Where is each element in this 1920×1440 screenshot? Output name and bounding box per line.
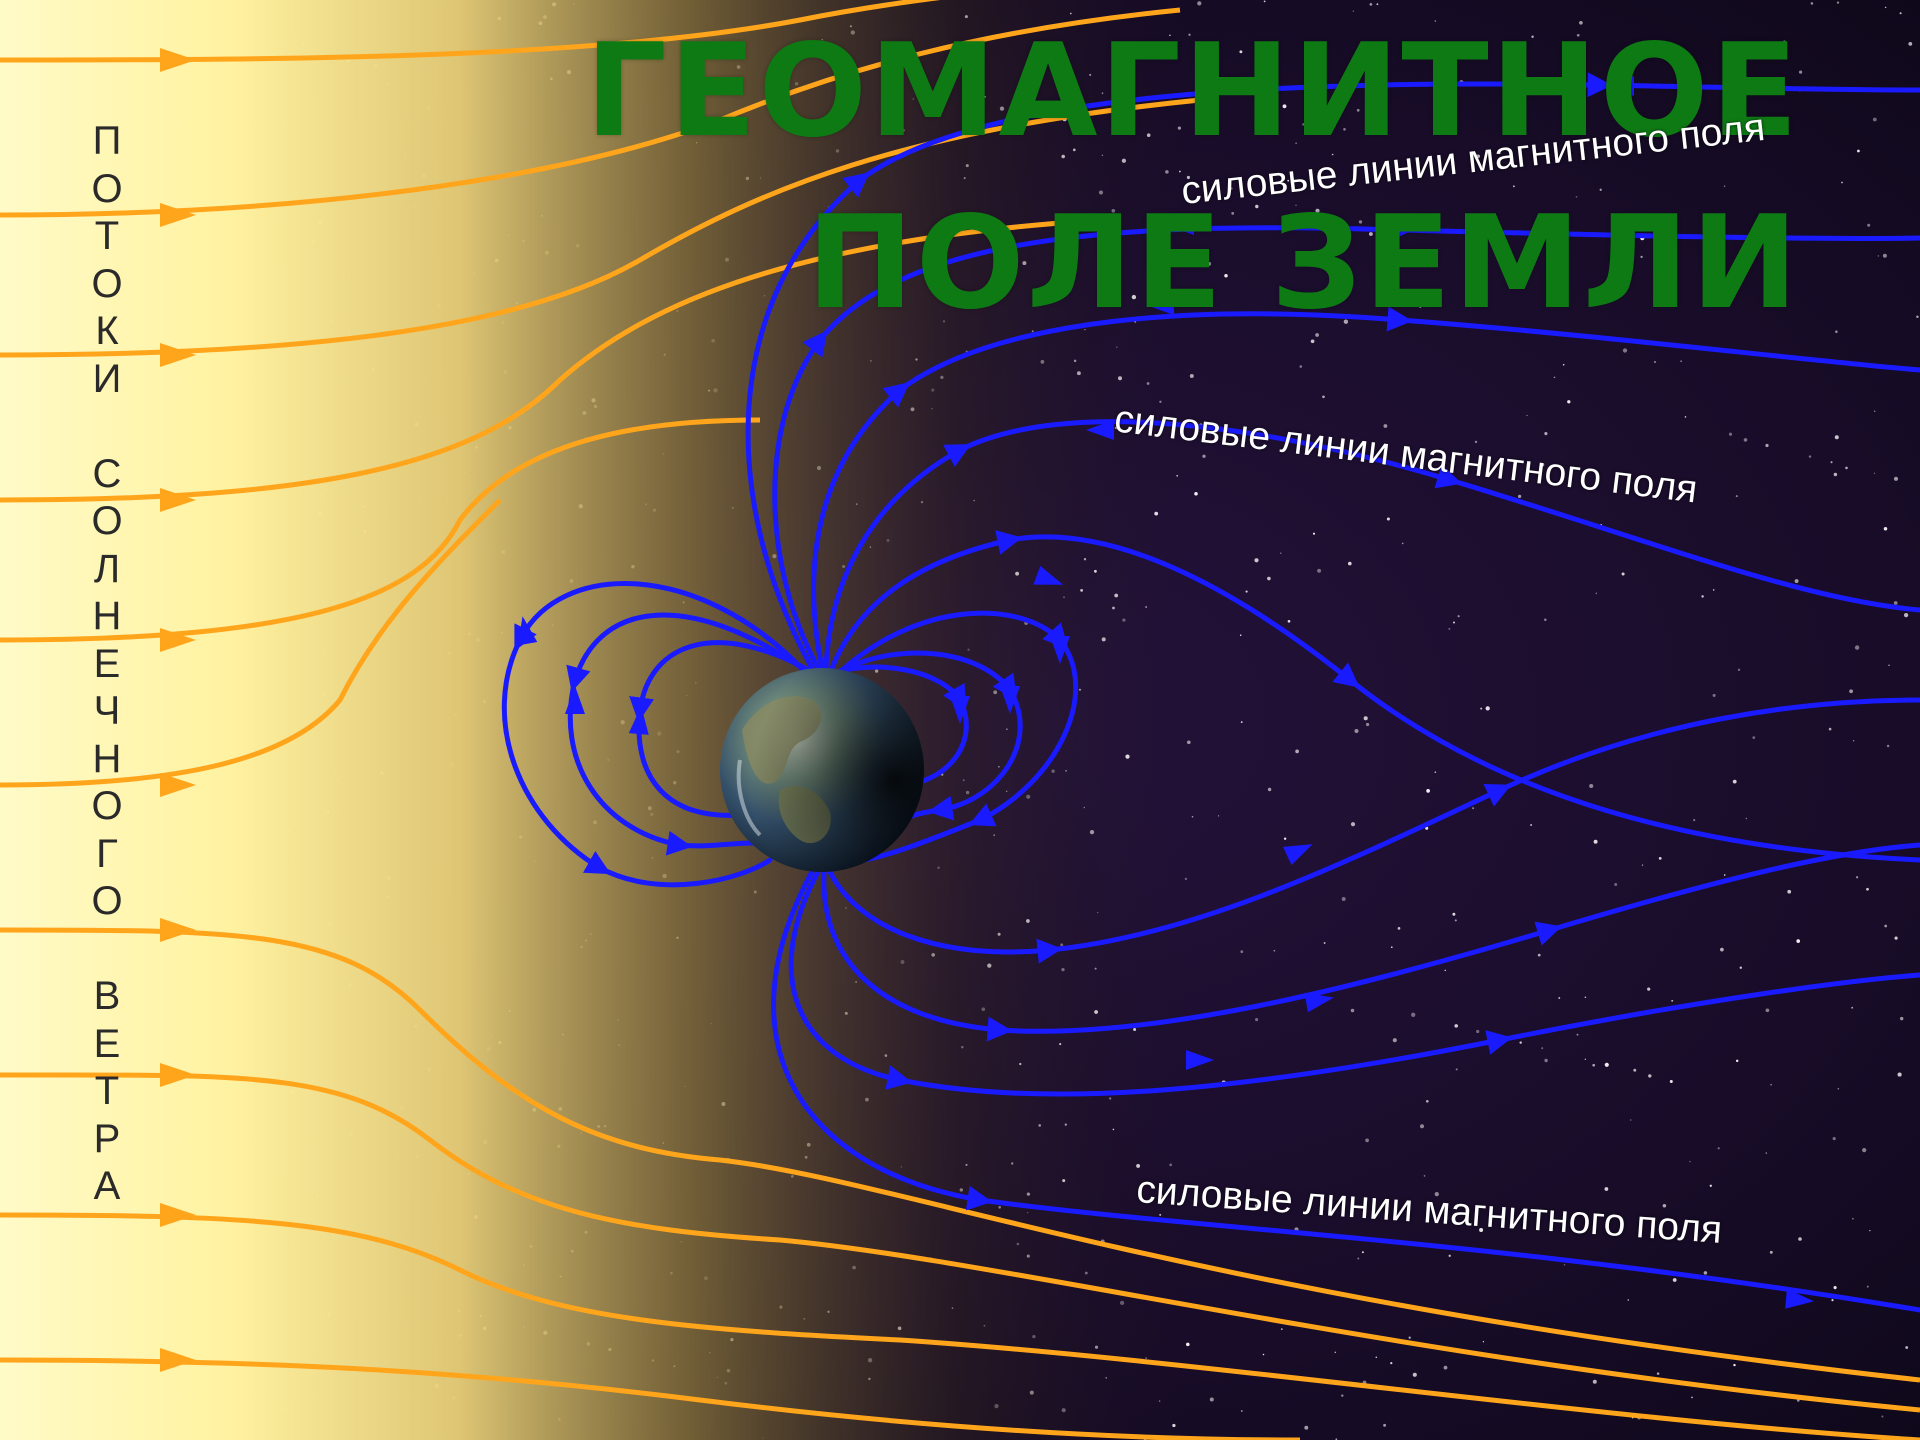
solar-wind-arrow (160, 628, 196, 652)
solar-wind-line (0, 7, 1181, 218)
magnetic-field-line (823, 419, 1920, 671)
magnetic-field-line (837, 610, 1079, 865)
field-line-arrow (565, 686, 585, 714)
solar-wind-arrow (160, 1348, 196, 1372)
solar-wind-arrow (160, 488, 196, 512)
field-line-arrow (517, 616, 538, 646)
field-line-arrow (1606, 76, 1634, 96)
field-line-arrow (1033, 565, 1064, 585)
magnetic-field-line (566, 612, 811, 863)
solar-wind-arrow (160, 773, 196, 797)
solar-wind-arrow (160, 343, 196, 367)
field-line-arrow (950, 696, 970, 724)
solar-wind-line (0, 1072, 1920, 1413)
field-line-arrow (1166, 215, 1194, 235)
field-line-arrow (1186, 1050, 1214, 1070)
title-line-1: ГЕОМАГНИТНОЕ (585, 17, 1800, 166)
solar-wind-line (0, 1212, 1920, 1440)
solar-wind-arrow (160, 1203, 196, 1227)
solar-wind-arrow (160, 918, 196, 942)
field-line-arrow (1283, 844, 1313, 865)
field-line-arrow (1050, 636, 1070, 664)
magnetic-field-line (821, 842, 1920, 1042)
magnetic-field-line (745, 72, 1920, 671)
field-line-arrow (1146, 295, 1174, 315)
field-line-arrow (628, 706, 649, 735)
magnetic-field-line (829, 530, 1920, 863)
solar-wind-line (0, 0, 941, 63)
solar-wind-arrow (160, 1063, 196, 1087)
solar-wind-line (0, 1357, 1301, 1440)
magnetic-field-line (788, 869, 1920, 1097)
solar-wind-line (0, 417, 761, 643)
solar-wind-arrow (160, 203, 196, 227)
magnetic-field-line (827, 697, 1920, 964)
solar-wind-arrows (160, 48, 196, 1372)
earth-globe (720, 668, 924, 872)
field-line-arrow (1304, 992, 1334, 1013)
magnetic-field-line (811, 306, 1920, 671)
solar-wind-line (0, 927, 1920, 1383)
field-line-arrow (1785, 1288, 1814, 1309)
solar-wind-line (0, 498, 502, 788)
title-line-2: ПОЛЕ ЗЕМЛИ (806, 189, 1800, 338)
field-line-arrow (1000, 686, 1020, 714)
solar-wind-arrow (160, 48, 196, 72)
field-line-arrow (1086, 420, 1114, 440)
magnetic-field-line (501, 581, 808, 888)
magnetic-field-line (771, 869, 1920, 1313)
magnetic-field-line (772, 217, 1920, 671)
magnetic-field-lines (501, 72, 1920, 1313)
